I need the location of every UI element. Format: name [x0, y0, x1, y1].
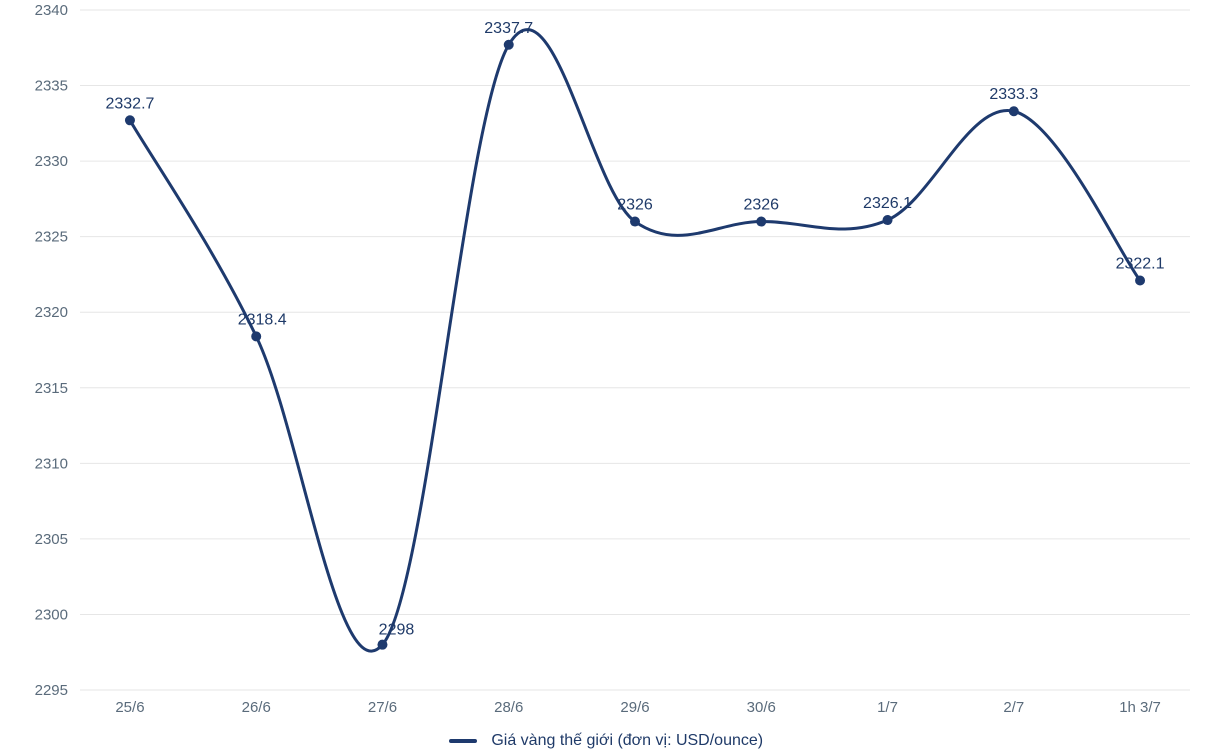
x-tick-label: 1/7 — [877, 699, 898, 716]
chart-canvas: 2295 2300 2305 2310 2315 2320 2325 2330 2335 2340… — [0, 0, 1212, 720]
data-point — [630, 217, 640, 227]
x-tick-label: 27/6 — [368, 699, 397, 716]
gold-price-chart: 2295 2300 2305 2310 2315 2320 2325 2330 2335 2340… — [0, 0, 1212, 752]
data-label: 2326 — [743, 197, 779, 214]
data-point — [251, 331, 261, 341]
y-tick-label: 2310 — [35, 455, 68, 472]
y-tick-label: 2340 — [35, 2, 68, 19]
data-point — [377, 640, 387, 650]
data-label: 2337.7 — [484, 20, 533, 37]
data-point — [1009, 106, 1019, 116]
y-tick-label: 2295 — [35, 682, 68, 699]
x-tick-label: 28/6 — [494, 699, 523, 716]
data-point — [504, 40, 514, 50]
x-tick-label: 29/6 — [620, 699, 649, 716]
data-label: 2326.1 — [863, 195, 912, 212]
data-label: 2298 — [379, 622, 415, 639]
data-point — [125, 115, 135, 125]
y-tick-label: 2305 — [35, 531, 68, 548]
data-label: 2333.3 — [989, 86, 1038, 103]
y-tick-label: 2315 — [35, 380, 68, 397]
legend-swatch — [449, 739, 477, 743]
y-tick-label: 2300 — [35, 606, 68, 623]
y-tick-label: 2330 — [35, 153, 68, 170]
data-point — [1135, 275, 1145, 285]
chart-legend: Giá vàng thế giới (đơn vị: USD/ounce) — [0, 732, 1212, 750]
data-label: 2332.7 — [105, 95, 154, 112]
x-tick-label: 2/7 — [1003, 699, 1024, 716]
x-tick-label: 1h 3/7 — [1119, 699, 1161, 716]
y-tick-label: 2335 — [35, 78, 68, 95]
legend-label: Giá vàng thế giới (đơn vị: USD/ounce) — [491, 732, 763, 749]
x-tick-label: 26/6 — [242, 699, 271, 716]
data-label: 2322.1 — [1116, 255, 1165, 272]
data-point — [756, 217, 766, 227]
data-label: 2326 — [617, 197, 653, 214]
y-tick-label: 2325 — [35, 229, 68, 246]
x-tick-label: 25/6 — [115, 699, 144, 716]
y-tick-label: 2320 — [35, 304, 68, 321]
data-label: 2318.4 — [238, 311, 287, 328]
data-point — [883, 215, 893, 225]
x-tick-label: 30/6 — [747, 699, 776, 716]
series-line — [130, 30, 1140, 651]
